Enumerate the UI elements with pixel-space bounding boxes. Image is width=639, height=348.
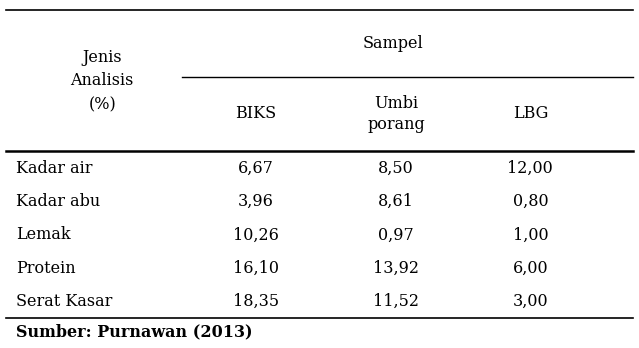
Text: Jenis
Analisis
(%): Jenis Analisis (%) xyxy=(70,49,134,113)
Text: 8,50: 8,50 xyxy=(378,160,414,176)
Text: 6,00: 6,00 xyxy=(512,260,548,277)
Text: 3,96: 3,96 xyxy=(238,193,273,210)
Text: 13,92: 13,92 xyxy=(373,260,419,277)
Text: Lemak: Lemak xyxy=(16,227,70,243)
Text: Umbi
porang: Umbi porang xyxy=(367,95,425,133)
Text: 3,00: 3,00 xyxy=(512,293,548,310)
Text: 8,61: 8,61 xyxy=(378,193,414,210)
Text: 0,80: 0,80 xyxy=(512,193,548,210)
Text: Protein: Protein xyxy=(16,260,75,277)
Text: 1,00: 1,00 xyxy=(512,227,548,243)
Text: 12,00: 12,00 xyxy=(507,160,553,176)
Text: 0,97: 0,97 xyxy=(378,227,414,243)
Text: 16,10: 16,10 xyxy=(233,260,279,277)
Text: Serat Kasar: Serat Kasar xyxy=(16,293,112,310)
Text: Sumber: Purnawan (2013): Sumber: Purnawan (2013) xyxy=(16,323,252,340)
Text: 10,26: 10,26 xyxy=(233,227,279,243)
Text: 18,35: 18,35 xyxy=(233,293,279,310)
Text: 11,52: 11,52 xyxy=(373,293,419,310)
Text: 6,67: 6,67 xyxy=(238,160,273,176)
Text: Sampel: Sampel xyxy=(362,35,424,52)
Text: BIKS: BIKS xyxy=(235,105,276,122)
Text: Kadar air: Kadar air xyxy=(16,160,93,176)
Text: Kadar abu: Kadar abu xyxy=(16,193,100,210)
Text: LBG: LBG xyxy=(512,105,548,122)
